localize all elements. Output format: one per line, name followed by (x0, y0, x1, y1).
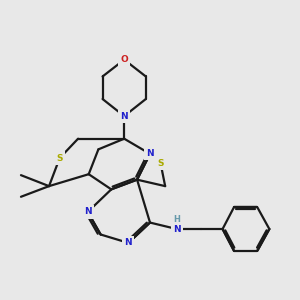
Text: O: O (120, 55, 128, 64)
Text: S: S (158, 159, 164, 168)
Text: N: N (124, 238, 132, 247)
Text: N: N (84, 207, 92, 216)
Text: N: N (120, 112, 128, 121)
Text: S: S (56, 154, 63, 163)
Text: N: N (173, 224, 181, 233)
Text: H: H (174, 215, 181, 224)
Text: N: N (146, 149, 154, 158)
